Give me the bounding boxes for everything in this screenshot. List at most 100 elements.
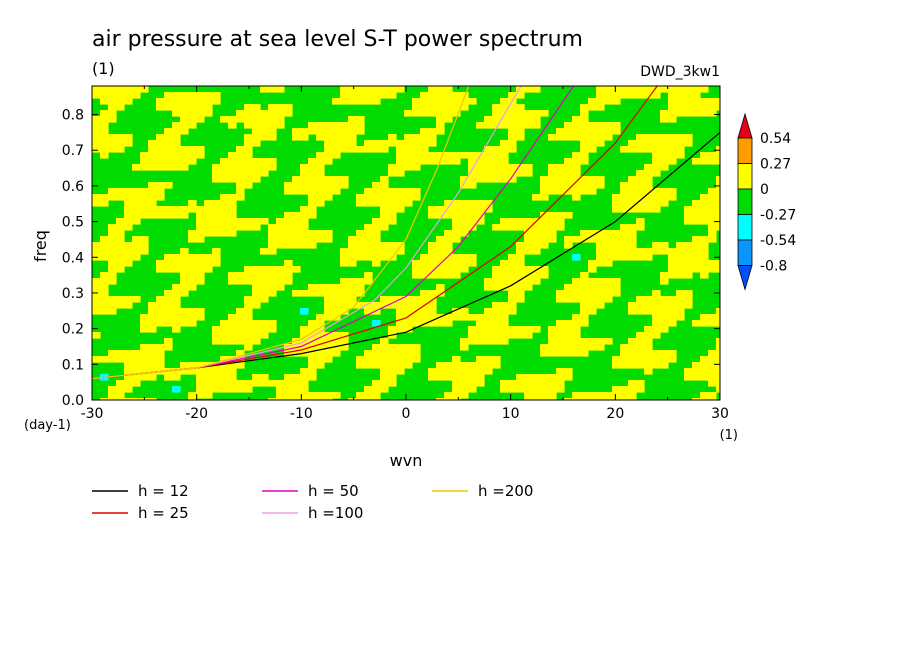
heatmap-cell — [572, 296, 581, 303]
heatmap-cell — [468, 332, 477, 339]
heatmap-cell — [156, 350, 165, 357]
heatmap-cell — [700, 260, 709, 267]
heatmap-cell — [588, 266, 597, 273]
heatmap-cell — [348, 254, 357, 261]
heatmap-cell — [300, 218, 309, 225]
heatmap-cell — [156, 308, 165, 315]
heatmap-cell — [548, 398, 557, 400]
heatmap-cell — [396, 164, 405, 171]
heatmap-cell — [348, 86, 357, 93]
heatmap-cell — [340, 146, 349, 153]
heatmap-cell — [252, 326, 261, 333]
heatmap-cell — [444, 200, 453, 207]
heatmap-cell — [564, 284, 573, 291]
heatmap-cell — [116, 392, 125, 399]
heatmap-cell — [468, 200, 477, 207]
heatmap-cell — [100, 284, 109, 291]
heatmap-cell — [140, 200, 149, 207]
heatmap-cell — [164, 212, 173, 219]
heatmap-cell — [684, 368, 693, 375]
heatmap-cell — [716, 338, 720, 345]
heatmap-cell — [260, 110, 269, 117]
heatmap-cell — [612, 278, 621, 285]
heatmap-cell — [636, 140, 645, 147]
heatmap-cell — [540, 212, 549, 219]
heatmap-cell — [356, 92, 365, 99]
heatmap-cell — [332, 128, 341, 135]
heatmap-cell — [268, 284, 277, 291]
heatmap-cell — [628, 182, 637, 189]
heatmap-cell — [292, 128, 301, 135]
heatmap-cell — [556, 386, 565, 393]
heatmap-cell — [188, 398, 197, 400]
heatmap-cell — [172, 314, 181, 321]
heatmap-cell — [668, 98, 677, 105]
heatmap-cell — [428, 314, 437, 321]
heatmap-cell — [700, 200, 709, 207]
heatmap-cell — [556, 224, 565, 231]
heatmap-cell — [620, 86, 629, 93]
heatmap-cell — [460, 92, 469, 99]
heatmap-cell — [668, 86, 677, 93]
heatmap-cell — [556, 218, 565, 225]
heatmap-cell — [108, 236, 117, 243]
heatmap-cell — [188, 272, 197, 279]
heatmap-cell — [420, 128, 429, 135]
heatmap-cell — [524, 242, 533, 249]
heatmap-cell — [668, 152, 677, 159]
heatmap-cell — [708, 380, 717, 387]
heatmap-cell — [652, 206, 661, 213]
heatmap-cell — [268, 398, 277, 400]
heatmap-cell — [348, 260, 357, 267]
heatmap-cell — [356, 284, 365, 291]
heatmap-cell — [108, 104, 117, 111]
heatmap-cell — [180, 320, 189, 327]
heatmap-cell — [548, 230, 557, 237]
heatmap-cell — [364, 386, 373, 393]
heatmap-cell — [100, 110, 109, 117]
heatmap-cell — [172, 110, 181, 117]
heatmap-cell — [524, 170, 533, 177]
heatmap-cell — [716, 188, 720, 195]
heatmap-cell — [372, 230, 381, 237]
heatmap-cell — [372, 392, 381, 399]
heatmap-cell — [500, 272, 509, 279]
heatmap-cell — [588, 176, 597, 183]
heatmap-cell — [452, 368, 461, 375]
heatmap-cell — [340, 248, 349, 255]
heatmap-cell — [452, 356, 461, 363]
heatmap-cell — [540, 380, 549, 387]
heatmap-cell — [540, 344, 549, 351]
heatmap-cell — [452, 218, 461, 225]
heatmap-cell — [108, 242, 117, 249]
heatmap-cell — [172, 368, 181, 375]
heatmap-cell — [316, 152, 325, 159]
heatmap-cell — [508, 284, 517, 291]
heatmap-cell — [172, 290, 181, 297]
heatmap-cell — [124, 218, 133, 225]
heatmap-cell — [204, 254, 213, 261]
heatmap-cell — [628, 188, 637, 195]
heatmap-cell — [340, 140, 349, 147]
heatmap-cell — [116, 242, 125, 249]
heatmap-cell — [644, 140, 653, 147]
heatmap-cell — [444, 158, 453, 165]
heatmap-cell — [356, 146, 365, 153]
heatmap-cell — [236, 380, 245, 387]
heatmap-cell — [668, 254, 677, 261]
heatmap-cell — [700, 392, 709, 399]
heatmap-cell — [284, 212, 293, 219]
heatmap-cell — [676, 242, 685, 249]
heatmap-cell — [444, 104, 453, 111]
y-tick-label: 0.7 — [62, 143, 84, 159]
heatmap-cell — [484, 164, 493, 171]
heatmap-cell — [484, 356, 493, 363]
heatmap-cell — [484, 320, 493, 327]
heatmap-cell — [508, 290, 517, 297]
heatmap-cell — [284, 272, 293, 279]
heatmap-cell — [716, 182, 720, 189]
heatmap-cell — [452, 98, 461, 105]
heatmap-cell — [284, 224, 293, 231]
heatmap-cell — [428, 206, 437, 213]
heatmap-cell — [668, 356, 677, 363]
